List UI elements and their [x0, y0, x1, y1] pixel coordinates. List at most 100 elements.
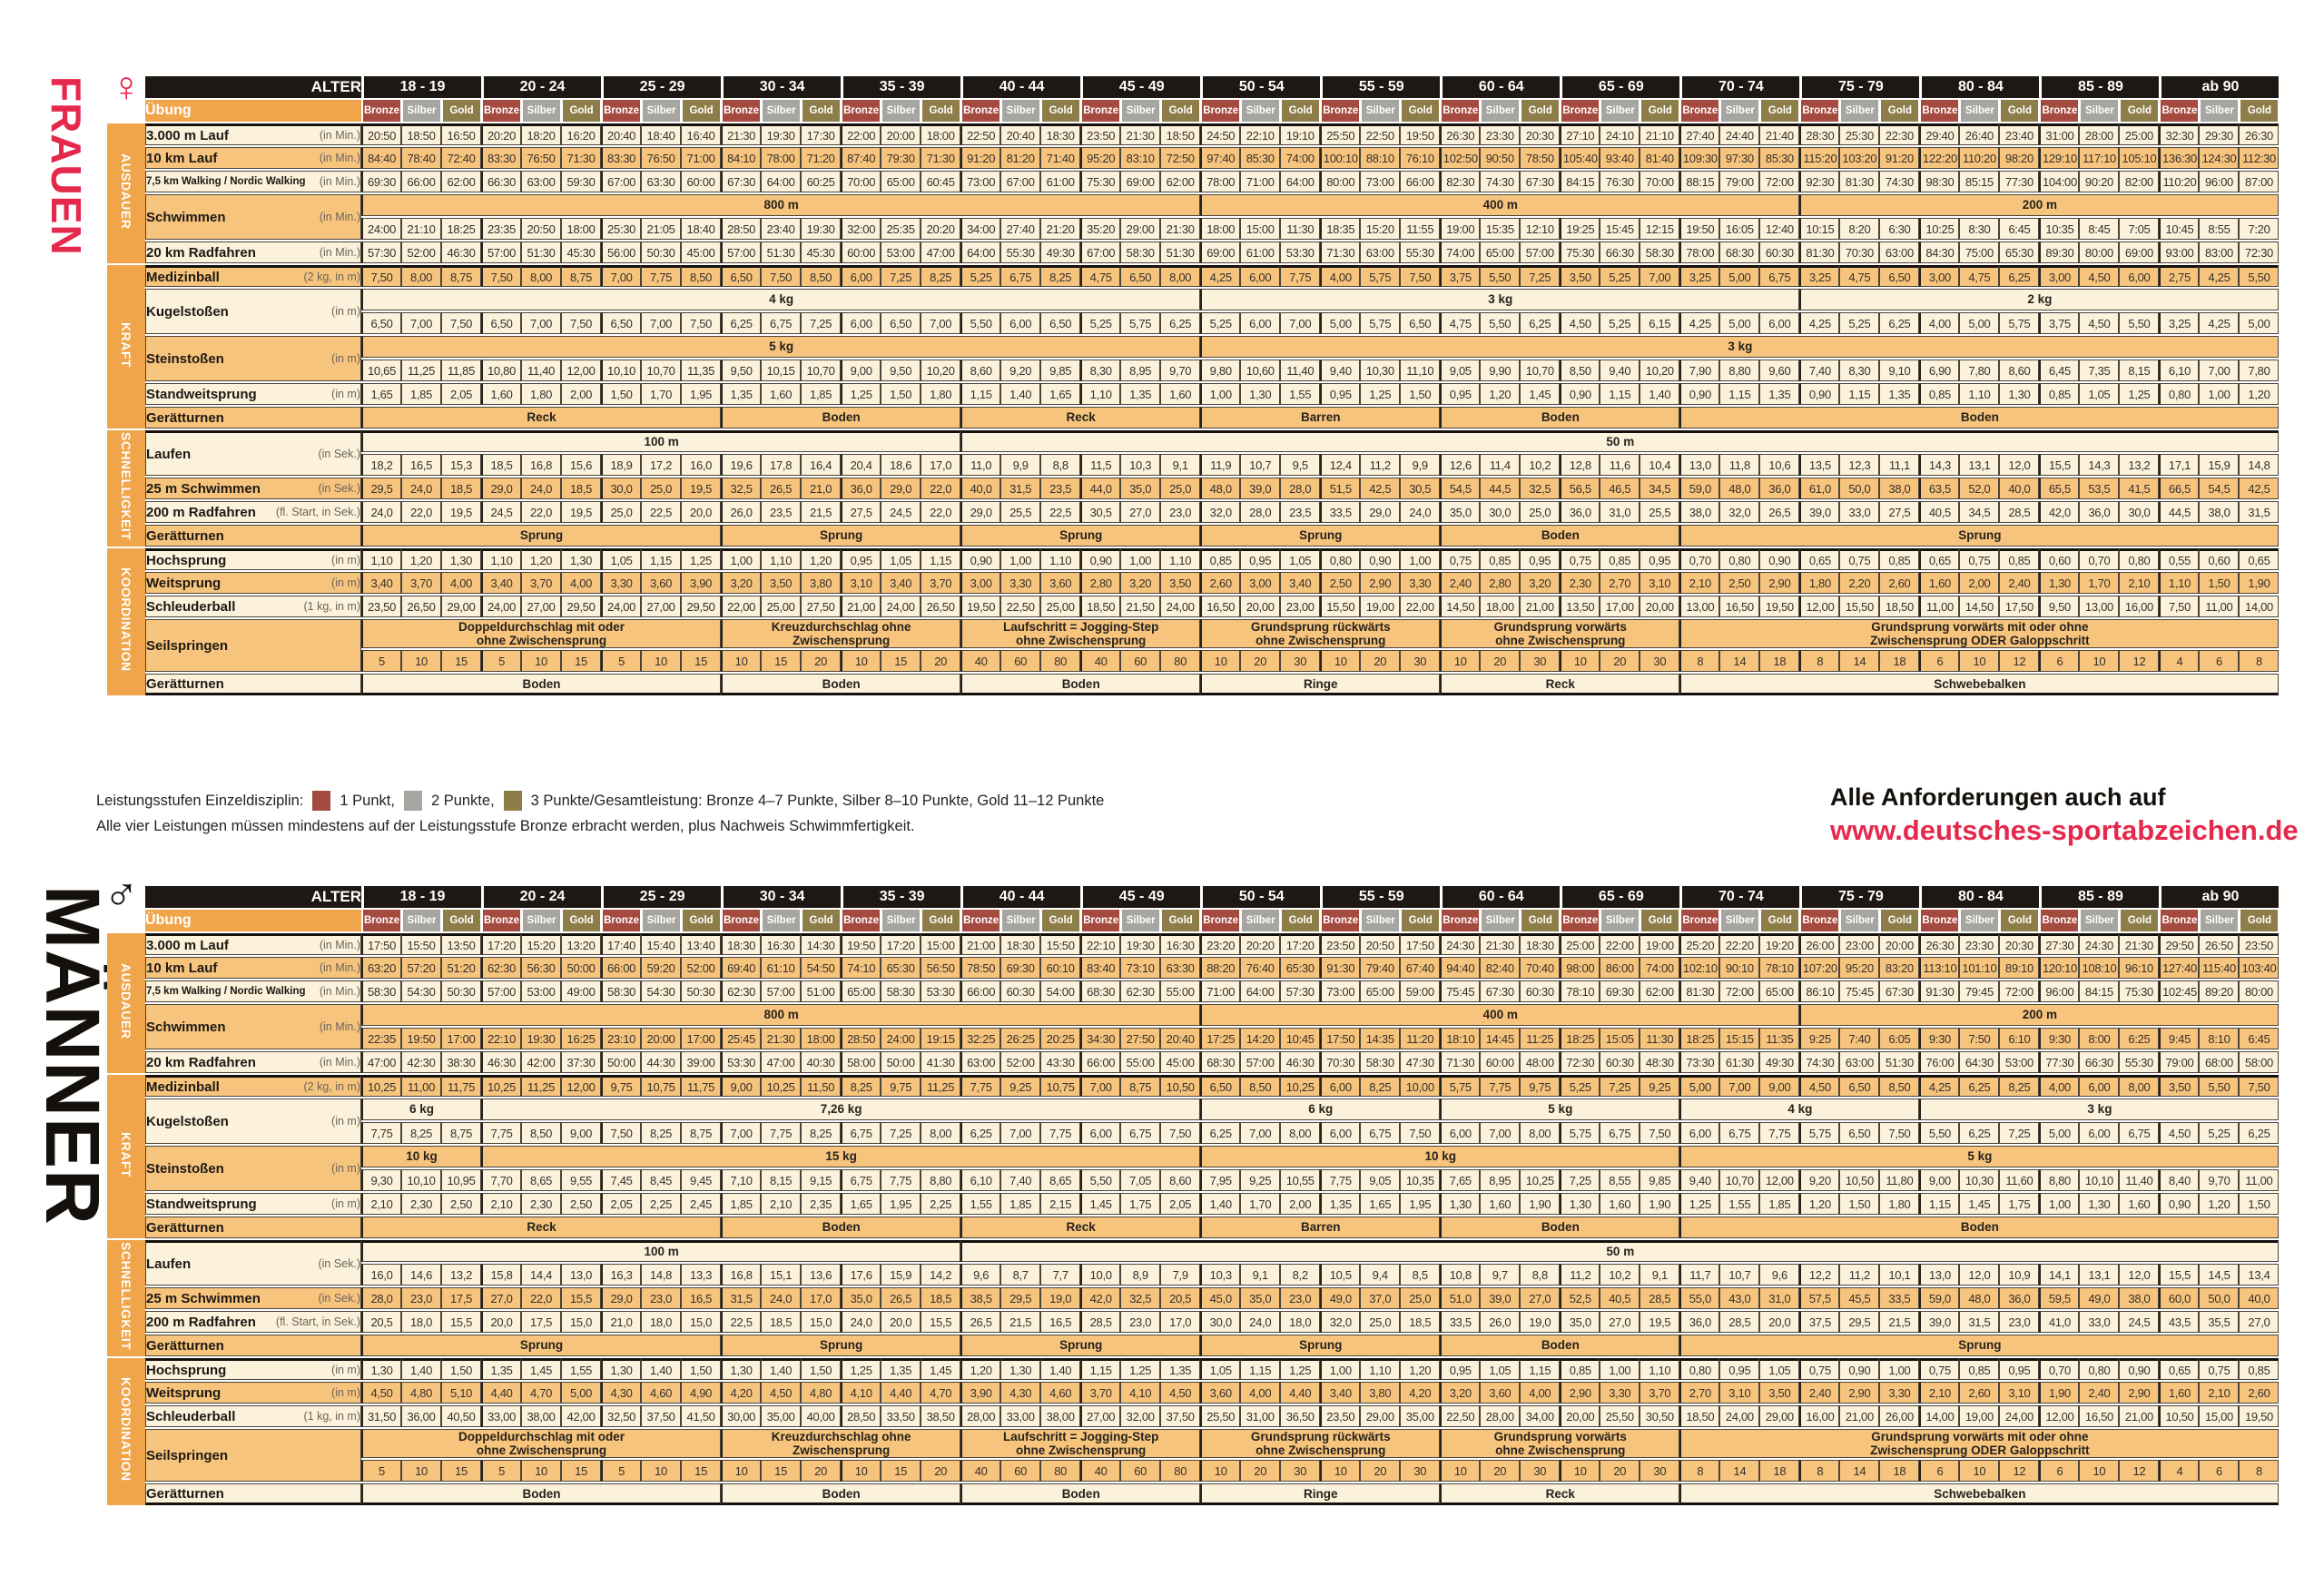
value-cell: 11,4 [1480, 454, 1521, 476]
value-cell: 67:00 [601, 171, 642, 192]
value-cell: 15,6 [561, 454, 602, 476]
value-cell: 13,1 [1959, 454, 2000, 476]
value-cell: 38,0 [2199, 501, 2240, 523]
value-cell: 78:00 [1200, 171, 1241, 192]
value-cell: 4,40 [481, 1382, 522, 1404]
row-200-m-radfahren: 200 m Radfahren (fl. Start, in Sek.) 20,5 1… [107, 1311, 2280, 1333]
value-cell: 46,5 [1600, 478, 1640, 499]
subheader-cell: 10 kg [361, 1146, 482, 1167]
value-cell: 102:50 [1440, 147, 1481, 169]
value-cell: 3,70 [401, 572, 441, 594]
value-cell: 21,00 [2119, 1405, 2160, 1427]
value-cell: 17,0 [801, 1287, 842, 1309]
value-cell: 7,35 [2079, 360, 2120, 381]
value-cell: 93:40 [1600, 147, 1640, 169]
promo-url-link[interactable]: www.deutsches-sportabzeichen.de [1830, 813, 2299, 846]
value-cell: 11,25 [521, 1075, 562, 1097]
value-cell: 30 [1640, 1460, 1680, 1483]
row-7-5-km-walking-nordic-walking: 7,5 km Walking / Nordic Walking (in Min.)… [107, 980, 2280, 1002]
value-cell: 83:30 [601, 147, 642, 169]
medal-header-gold: Gold [1879, 100, 1920, 122]
exercise-unit: (in Sek.) [318, 1257, 360, 1270]
value-cell: 65:30 [1999, 241, 2040, 263]
apparatus-cell: Boden [1679, 1217, 2280, 1238]
value-cell: 22,0 [921, 478, 961, 499]
value-cell: 30,0 [1200, 1311, 1241, 1333]
value-cell: 31,5 [1959, 1311, 2000, 1333]
row-label-wrap: 25 m Schwimmen (in Sek.) [146, 481, 360, 497]
exercise-name: 25 m Schwimmen [146, 1290, 261, 1306]
legend-line1: Leistungsstufen Einzeldisziplin: 1 Punkt… [96, 788, 1104, 813]
medal-header-silber: Silber [1000, 910, 1041, 931]
value-cell: 45,5 [1839, 1287, 1880, 1309]
value-cell: 21,00 [841, 596, 881, 617]
value-cell: 16,3 [601, 1264, 642, 1286]
value-cell: 74:30 [1879, 171, 1920, 192]
value-cell: 0,55 [2159, 548, 2200, 570]
value-cell: 23:50 [1080, 123, 1121, 145]
value-cell: 76:50 [521, 147, 562, 169]
row-label-wrap: Schwimmen (in Min.) [146, 1020, 360, 1035]
value-cell: 19,50 [2239, 1405, 2280, 1427]
value-cell: 11,75 [441, 1075, 482, 1097]
value-cell: 10,20 [921, 360, 961, 381]
value-cell: 40,0 [1999, 478, 2040, 499]
value-cell: 1,50 [801, 1358, 842, 1380]
value-cell: 0,70 [1679, 548, 1720, 570]
value-cell: 24,5 [881, 501, 921, 523]
value-cell: 9,80 [1200, 360, 1241, 381]
value-cell: 61:10 [761, 957, 802, 979]
value-cell: 37:30 [561, 1051, 602, 1073]
value-cell: 4,10 [1120, 1382, 1161, 1404]
value-cell: 8,00 [1520, 1122, 1561, 1144]
value-cell: 6 [1919, 1460, 1960, 1483]
value-cell: 8,50 [1879, 1075, 1920, 1097]
value-cell: 24,00 [1719, 1405, 1760, 1427]
value-cell: 15 [681, 1460, 722, 1483]
value-cell: 37,50 [1160, 1405, 1201, 1427]
value-cell: 17:30 [801, 123, 842, 145]
value-cell: 32:30 [2159, 123, 2200, 145]
medal-header-bronze: Bronze [2039, 100, 2080, 122]
value-cell: 29:30 [2199, 123, 2240, 145]
value-cell: 29,00 [441, 596, 482, 617]
value-cell: 39,0 [1240, 478, 1281, 499]
value-cell: 27,5 [1879, 501, 1920, 523]
medal-header-gold: Gold [1999, 100, 2040, 122]
medal-header-gold: Gold [1759, 910, 1800, 931]
medal-header-bronze: Bronze [1560, 100, 1600, 122]
value-cell: 14,50 [1440, 596, 1481, 617]
subheader-cell: 800 m [361, 1004, 1201, 1026]
value-cell: 23,0 [1160, 501, 1201, 523]
row-label-10-km-lauf: 10 km Lauf (in Min.) [145, 957, 361, 979]
value-cell: 25:20 [1679, 933, 1720, 955]
medal-header-silber: Silber [1839, 100, 1880, 122]
value-cell: 0,90 [960, 548, 1001, 570]
value-cell: 1,55 [1719, 1193, 1760, 1215]
value-cell: 9,75 [1520, 1075, 1561, 1097]
value-cell: 8,30 [1839, 360, 1880, 381]
value-cell: 18,0 [1280, 1311, 1321, 1333]
value-cell: 43,5 [2159, 1311, 2200, 1333]
value-cell: 10,30 [1959, 1169, 2000, 1191]
value-cell: 59,0 [1919, 1287, 1960, 1309]
section-strip-kraft: KRAFT [107, 265, 145, 429]
value-cell: 3,75 [1440, 265, 1481, 287]
value-cell: 9,25 [1240, 1169, 1281, 1191]
value-cell: 4,25 [1799, 312, 1840, 334]
apparatus-cell: Sprung [960, 525, 1201, 547]
row-weitsprung: Weitsprung (in m) 4,50 4,80 5,10 4,40 4,70 5,00… [107, 1382, 2280, 1404]
value-cell: 53:00 [881, 241, 921, 263]
exercise-unit: (in Min.) [319, 129, 360, 142]
value-cell: 9,45 [681, 1169, 722, 1191]
value-cell: 11,00 [401, 1075, 441, 1097]
section-strip-label: SCHNELLIGKEIT [119, 431, 133, 541]
value-cell: 7,75 [881, 1169, 921, 1191]
value-cell: 10 [521, 650, 562, 673]
value-cell: 20 [1480, 1460, 1521, 1483]
value-cell: 9,00 [841, 360, 881, 381]
row-label-medizinball: Medizinball (2 kg, in m) [145, 265, 361, 287]
subheader-cell: 5 kg [1440, 1098, 1680, 1120]
value-cell: 6,75 [1759, 265, 1800, 287]
value-cell: 4 [2159, 1460, 2200, 1483]
